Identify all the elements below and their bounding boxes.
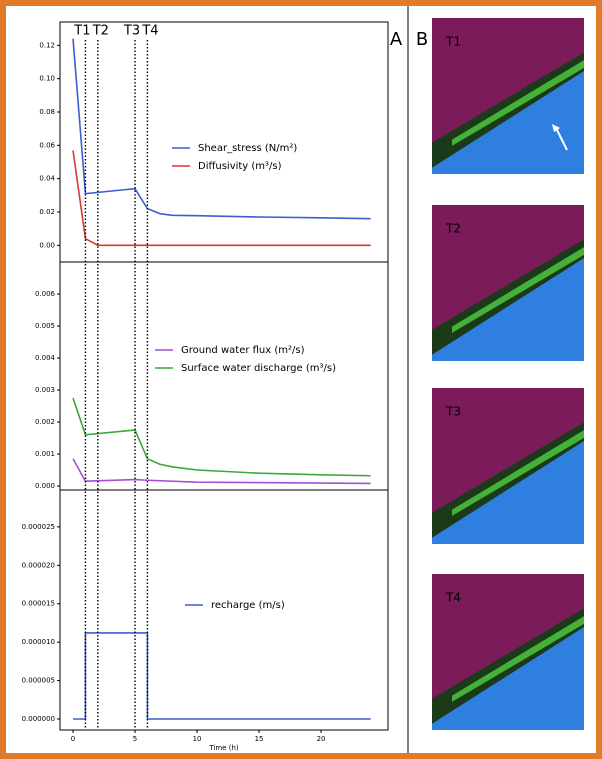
image-label: T1 [445, 35, 461, 49]
legend-label: Shear_stress (N/m²) [198, 143, 297, 154]
y-tick-label: 0.000025 [22, 523, 55, 531]
image-panel: T1 [432, 18, 584, 174]
time-marker-label: T2 [92, 24, 109, 39]
y-tick-label: 0.06 [39, 141, 55, 149]
y-tick-label: 0.002 [35, 418, 55, 426]
y-tick-label: 0.000020 [22, 561, 55, 569]
x-tick-label: 0 [71, 735, 75, 743]
y-tick-label: 0.08 [39, 108, 55, 116]
image-panel: T3 [432, 388, 584, 544]
time-marker-label: T1 [73, 24, 90, 39]
legend-label: Diffusivity (m³/s) [198, 161, 282, 172]
time-marker-label: T4 [141, 24, 158, 39]
image-label: T4 [445, 591, 461, 605]
x-tick-label: 10 [193, 735, 202, 743]
x-tick-label: 15 [255, 735, 264, 743]
y-tick-label: 0.000015 [22, 600, 55, 608]
y-tick-label: 0.001 [35, 450, 55, 458]
panel-label: B [416, 29, 428, 50]
y-tick-label: 0.000000 [22, 715, 55, 723]
y-tick-label: 0.003 [35, 386, 55, 394]
image-panel: T2 [432, 205, 584, 361]
y-tick-label: 0.005 [35, 322, 55, 330]
y-tick-label: 0.00 [39, 241, 55, 249]
y-tick-label: 0.04 [39, 175, 55, 183]
y-tick-label: 0.12 [39, 41, 55, 49]
panel-label: A [390, 29, 403, 50]
x-tick-label: 5 [133, 735, 137, 743]
x-axis-label: Time (h) [208, 744, 239, 752]
legend-label: Ground water flux (m²/s) [181, 345, 305, 356]
y-tick-label: 0.10 [39, 75, 55, 83]
y-tick-label: 0.004 [35, 354, 56, 362]
figure: A B 0.00 0.02 0.04 0.06 0.08 0.10 0.12 Shear_st… [0, 0, 602, 759]
image-panel: T4 [432, 574, 584, 730]
legend-label: Surface water discharge (m³/s) [181, 363, 336, 374]
image-label: T3 [445, 405, 461, 419]
time-marker-label: T3 [123, 24, 140, 39]
y-tick-label: 0.000005 [22, 677, 55, 685]
legend-label: recharge (m/s) [211, 600, 285, 611]
y-tick-label: 0.000010 [22, 638, 55, 646]
image-label: T2 [445, 222, 461, 236]
y-tick-label: 0.006 [35, 290, 56, 298]
x-tick-label: 20 [317, 735, 326, 743]
y-tick-label: 0.02 [39, 208, 55, 216]
y-tick-label: 0.000 [35, 482, 55, 490]
